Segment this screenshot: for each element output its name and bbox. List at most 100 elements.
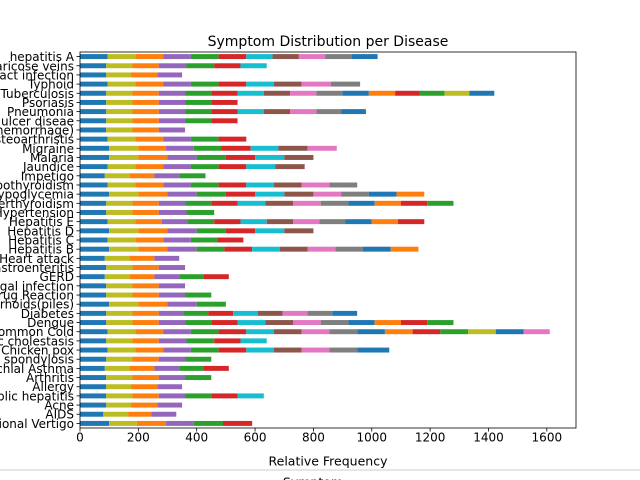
bar-segment — [274, 182, 302, 188]
bar-segment — [224, 246, 253, 252]
bar-segment — [80, 72, 107, 78]
bar-segment — [211, 320, 238, 326]
bar-segment — [211, 118, 238, 124]
bar-segment — [284, 191, 314, 197]
bar-segment — [166, 420, 194, 426]
bar-segment — [329, 329, 358, 335]
bar-segment — [163, 164, 191, 170]
bar-segment — [469, 90, 495, 96]
bar-segment — [319, 219, 346, 225]
bar-segment — [316, 90, 343, 96]
bar-segment — [193, 145, 222, 151]
y-tick-label: Common Cold — [0, 325, 74, 339]
bar-segment — [190, 54, 219, 60]
bar-segment — [107, 136, 136, 142]
bar-segment — [158, 90, 186, 96]
bar-segment — [131, 72, 158, 78]
bar-segment — [132, 118, 159, 124]
bar-segment — [136, 420, 167, 426]
bar-segment — [196, 246, 225, 252]
bar-segment — [80, 237, 108, 243]
bar-segment — [166, 145, 194, 151]
bar-segment — [154, 274, 180, 280]
bar-segment — [154, 365, 180, 371]
bar-segment — [395, 90, 420, 96]
bar-segment — [211, 109, 238, 115]
bar-segment — [80, 136, 108, 142]
bar-segment — [384, 329, 413, 335]
bar-segment — [80, 145, 110, 151]
bar-segment — [135, 219, 162, 225]
y-tick-label: Heart attack — [0, 252, 74, 266]
bar-segment — [129, 274, 155, 280]
bar-segment — [107, 81, 136, 87]
bar-segment — [257, 310, 283, 316]
bar-segment — [185, 90, 212, 96]
bar-segment — [132, 200, 159, 206]
bar-segment — [107, 54, 136, 60]
bar-segment — [313, 191, 342, 197]
bar-segment — [274, 329, 302, 335]
bar-segment — [80, 411, 104, 417]
bar-segment — [80, 292, 107, 298]
bar-segment — [106, 99, 133, 105]
bar-segment — [400, 320, 428, 326]
bar-segment — [80, 365, 105, 371]
y-tick-label: Chicken pox — [1, 344, 74, 358]
bar-segment — [129, 173, 155, 179]
x-tick-label: 1600 — [532, 431, 563, 445]
bar-segment — [135, 182, 164, 188]
y-tick-label: Fungal infection — [0, 279, 74, 293]
bar-segment — [151, 411, 177, 417]
bar-segment — [290, 90, 317, 96]
bar-segment — [301, 347, 330, 353]
bar-segment — [80, 54, 108, 60]
bar-segment — [252, 246, 280, 252]
bar-segment — [129, 365, 155, 371]
bar-segment — [348, 200, 375, 206]
bar-segment — [211, 99, 238, 105]
bar-segment — [158, 109, 186, 115]
bar-segment — [329, 347, 358, 353]
bar-segment — [255, 228, 285, 234]
bar-segment — [109, 301, 139, 307]
bar-segment — [106, 72, 132, 78]
bar-segment — [132, 283, 159, 289]
bar-segment — [292, 219, 320, 225]
bar-segment — [214, 63, 241, 69]
bar-segment — [217, 237, 244, 243]
bar-segment — [132, 320, 159, 326]
bar-segment — [185, 109, 212, 115]
bar-segment — [80, 154, 110, 160]
y-tick-label: Chronic cholestasis — [0, 334, 74, 348]
bar-segment — [274, 81, 302, 87]
bar-segment — [80, 329, 108, 335]
legend-title: Symptom — [283, 475, 343, 480]
x-tick-label: 0 — [76, 431, 84, 445]
bar-segment — [106, 63, 133, 69]
bar-segment — [107, 237, 136, 243]
bar-segment — [80, 301, 110, 307]
bar-segment — [132, 99, 159, 105]
bar-segment — [107, 347, 136, 353]
bar-segment — [246, 347, 275, 353]
bar-segment — [80, 393, 107, 399]
y-tick-label: Jaundice — [22, 160, 74, 174]
bar-segment — [225, 228, 256, 234]
bar-segment — [158, 210, 187, 215]
bar-segment — [132, 265, 159, 270]
bar-segment — [135, 81, 164, 87]
bar-segment — [246, 182, 275, 188]
y-tick-label: GERD — [40, 270, 74, 284]
bar-segment — [80, 255, 105, 261]
bar-segment — [368, 90, 396, 96]
bar-segment — [131, 384, 158, 390]
y-tick-label: hepatitis A — [10, 50, 75, 64]
bar-segment — [106, 118, 133, 124]
bar-segment — [272, 54, 299, 60]
bar-segment — [218, 54, 247, 60]
bar-segment — [106, 375, 133, 381]
bar-segment — [218, 164, 247, 170]
y-tick-label: Arthritis — [26, 371, 74, 385]
